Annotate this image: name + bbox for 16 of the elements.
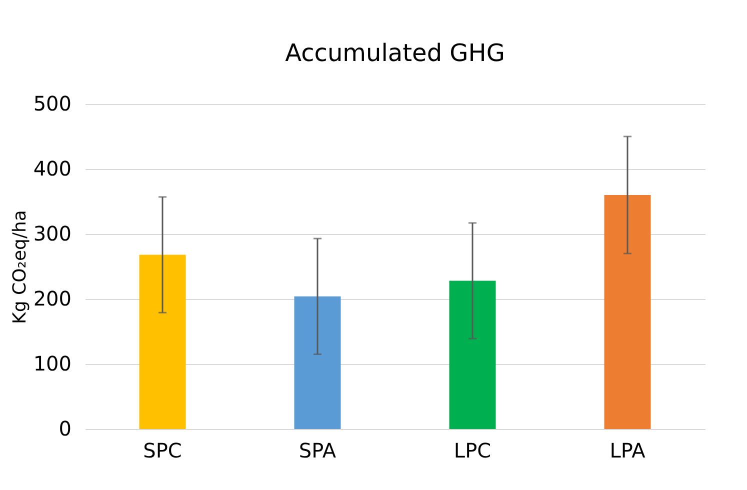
y-tick-label: 100 (33, 352, 72, 376)
y-axis-title: Kg CO₂eq/ha (9, 210, 30, 324)
y-tick-label: 300 (33, 222, 72, 246)
y-tick-label: 0 (58, 416, 72, 440)
x-tick-label: LPC (454, 438, 492, 462)
bar (139, 254, 186, 429)
y-tick-label: 200 (33, 286, 72, 310)
bar (604, 195, 651, 429)
y-tick-label: 500 (33, 92, 72, 116)
bar (294, 296, 341, 429)
y-tick-label: 400 (33, 156, 72, 180)
bar (449, 280, 496, 429)
x-tick-label: SPA (298, 438, 336, 462)
x-tick-label: LPA (610, 438, 646, 462)
x-tick-label: SPC (143, 438, 182, 462)
chart-title: Accumulated GHG (285, 39, 505, 67)
